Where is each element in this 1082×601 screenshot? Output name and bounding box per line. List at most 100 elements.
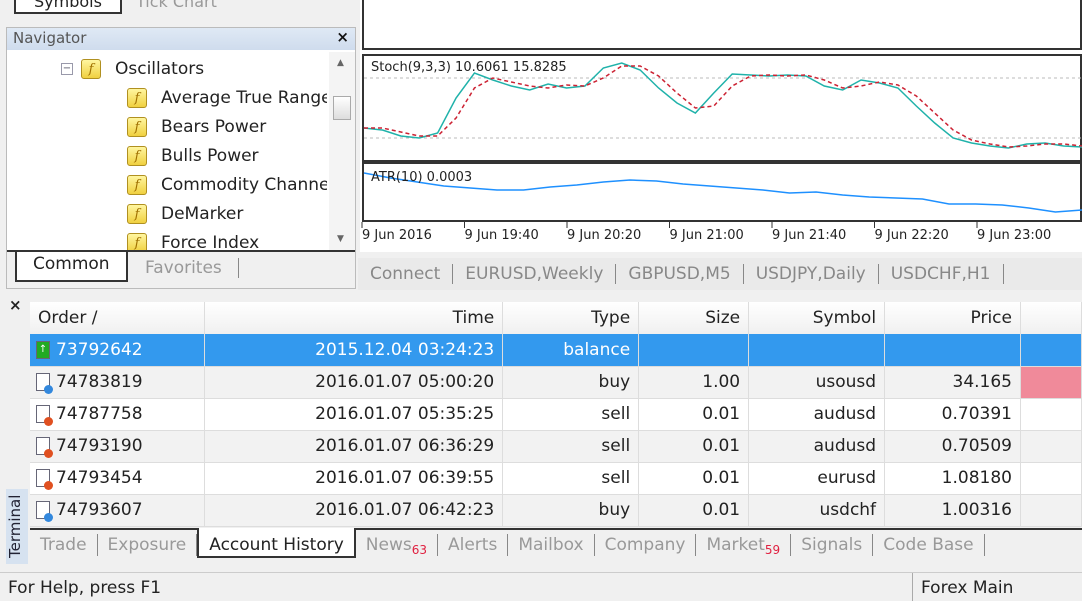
time-tick-label: 9 Jun 21:40 bbox=[772, 228, 847, 243]
column-header[interactable] bbox=[1020, 302, 1082, 334]
tab-exposure[interactable]: Exposure bbox=[98, 534, 198, 556]
time-tick-label: 9 Jun 2016 bbox=[362, 228, 432, 243]
function-icon: f bbox=[127, 174, 147, 195]
tab-account-history[interactable]: Account History bbox=[197, 528, 356, 558]
table-row[interactable]: 74783819 2016.01.07 05:00:20 buy 1.00 usousd… bbox=[30, 366, 1082, 399]
tree-item-label: Bears Power bbox=[161, 116, 267, 137]
tree-item[interactable]: f Force Index bbox=[127, 228, 259, 250]
extra-cell bbox=[1020, 462, 1082, 495]
status-profile: Forex Main bbox=[912, 573, 1021, 601]
extra-cell bbox=[1020, 398, 1082, 431]
price-cell bbox=[884, 334, 1021, 367]
size-cell bbox=[638, 334, 750, 367]
price-cell: 0.70391 bbox=[884, 398, 1021, 431]
tab-label: Signals bbox=[801, 535, 863, 555]
time-cell: 2016.01.07 05:35:25 bbox=[204, 398, 504, 431]
chart-tab[interactable]: USDCHF,H1 bbox=[879, 264, 1004, 284]
order-cell: 74793607 bbox=[30, 494, 206, 527]
type-cell: sell bbox=[502, 462, 640, 495]
tab-alerts[interactable]: Alerts bbox=[438, 534, 509, 556]
chart-tab[interactable]: GBPUSD,M5 bbox=[616, 264, 744, 284]
tab-signals[interactable]: Signals bbox=[791, 534, 874, 556]
order-number: 73792642 bbox=[56, 339, 143, 360]
navigator-tree: − f Oscillators f Average True Range f Bear… bbox=[7, 52, 327, 250]
navigator-scrollbar[interactable]: ▲ ▼ bbox=[329, 52, 355, 250]
collapse-icon[interactable]: − bbox=[61, 62, 73, 75]
scroll-up-icon[interactable]: ▲ bbox=[337, 58, 344, 68]
tab-company[interactable]: Company bbox=[595, 534, 697, 556]
tree-group-label: Oscillators bbox=[115, 58, 205, 79]
tab-trade[interactable]: Trade bbox=[30, 534, 98, 556]
table-row[interactable]: 74793454 2016.01.07 06:39:55 sell 0.01 eurus… bbox=[30, 462, 1082, 495]
tree-item[interactable]: f Average True Range bbox=[127, 83, 327, 112]
tab-news[interactable]: News63 bbox=[356, 534, 438, 557]
extra-cell bbox=[1020, 494, 1082, 527]
sell-order-icon bbox=[36, 405, 53, 426]
tab-market[interactable]: Market59 bbox=[696, 534, 792, 557]
column-header[interactable]: Order / bbox=[30, 302, 206, 334]
chart-tab[interactable]: Connect bbox=[358, 264, 454, 284]
close-icon[interactable]: × bbox=[336, 28, 349, 46]
symbol-cell: usdchf bbox=[748, 494, 886, 527]
chart-window[interactable]: Stoch(9,3,3) 10.6061 15.8285 ATR(10) 0.0… bbox=[360, 0, 1082, 252]
indicator-plot bbox=[361, 62, 1082, 228]
order-number: 74787758 bbox=[56, 404, 143, 424]
type-cell: sell bbox=[502, 430, 640, 463]
tree-group-oscillators[interactable]: − f Oscillators bbox=[61, 54, 204, 83]
symbol-cell: eurusd bbox=[748, 462, 886, 495]
status-help: For Help, press F1 bbox=[8, 578, 162, 598]
balance-icon: ↑ bbox=[36, 340, 50, 359]
stochastic-signal-line bbox=[364, 65, 1082, 148]
tree-item[interactable]: f Bears Power bbox=[127, 112, 266, 141]
column-header[interactable]: Type bbox=[502, 302, 640, 334]
atr-label: ATR(10) 0.0003 bbox=[371, 170, 473, 185]
tab-common[interactable]: Common bbox=[15, 252, 128, 282]
navigator-panel: Navigator × − f Oscillators f Average Tru… bbox=[6, 27, 356, 289]
table-row[interactable]: ↑ 73792642 2015.12.04 03:24:23 balance bbox=[30, 334, 1082, 367]
time-tick-label: 9 Jun 21:00 bbox=[669, 228, 744, 243]
stochastic-label: Stoch(9,3,3) 10.6061 15.8285 bbox=[371, 60, 567, 75]
scroll-down-icon[interactable]: ▼ bbox=[337, 234, 344, 244]
tree-item-label: Force Index bbox=[161, 232, 260, 251]
tab-mailbox[interactable]: Mailbox bbox=[508, 534, 595, 556]
function-icon: f bbox=[127, 232, 147, 250]
top-tabs: Symbols Tick Chart bbox=[0, 0, 358, 20]
tab-favorites[interactable]: Favorites bbox=[129, 258, 239, 278]
column-header[interactable]: Price bbox=[884, 302, 1021, 334]
table-row[interactable]: 74787758 2016.01.07 05:35:25 sell 0.01 audus… bbox=[30, 398, 1082, 431]
tab-label: Market bbox=[706, 535, 765, 555]
terminal-tabs: Trade Exposure Account History News63 Alerts… bbox=[30, 528, 1082, 560]
tree-item[interactable]: f Bulls Power bbox=[127, 141, 259, 170]
tab-tick-chart[interactable]: Tick Chart bbox=[136, 0, 217, 11]
time-cell: 2016.01.07 05:00:20 bbox=[204, 366, 504, 399]
chart-tab[interactable]: USDJPY,Daily bbox=[744, 264, 879, 284]
extra-cell bbox=[1020, 334, 1082, 367]
stochastic-pane: Stoch(9,3,3) 10.6061 15.8285 bbox=[362, 54, 1082, 162]
chart-tab[interactable]: EURUSD,Weekly bbox=[453, 264, 617, 284]
atr-line bbox=[363, 172, 1082, 213]
size-cell: 0.01 bbox=[638, 430, 750, 463]
tree-item-label: DeMarker bbox=[161, 203, 244, 224]
time-tick-label: 9 Jun 19:40 bbox=[464, 228, 539, 243]
time-cell: 2016.01.07 06:42:23 bbox=[204, 494, 504, 527]
time-cell: 2016.01.07 06:36:29 bbox=[204, 430, 504, 463]
tab-code-base[interactable]: Code Base bbox=[873, 534, 985, 556]
function-icon: f bbox=[127, 203, 147, 224]
column-header[interactable]: Time bbox=[204, 302, 504, 334]
close-icon[interactable]: × bbox=[9, 296, 22, 314]
column-header[interactable]: Size bbox=[638, 302, 750, 334]
count-badge: 59 bbox=[764, 543, 781, 557]
order-cell: 74793454 bbox=[30, 462, 206, 495]
scroll-thumb[interactable] bbox=[333, 96, 351, 120]
tree-item[interactable]: f DeMarker bbox=[127, 199, 243, 228]
time-cell: 2015.12.04 03:24:23 bbox=[204, 334, 504, 367]
table-row[interactable]: 74793607 2016.01.07 06:42:23 buy 0.01 usdchf… bbox=[30, 494, 1082, 527]
type-cell: balance bbox=[502, 334, 640, 367]
tree-item[interactable]: f Commodity Channel Index bbox=[127, 170, 327, 199]
column-header[interactable]: Symbol bbox=[748, 302, 886, 334]
tab-symbols[interactable]: Symbols bbox=[14, 0, 122, 14]
table-row[interactable]: 74793190 2016.01.07 06:36:29 sell 0.01 audus… bbox=[30, 430, 1082, 463]
type-cell: buy bbox=[502, 494, 640, 527]
order-cell: 74783819 bbox=[30, 366, 206, 399]
tree-item-label: Bulls Power bbox=[161, 145, 259, 166]
